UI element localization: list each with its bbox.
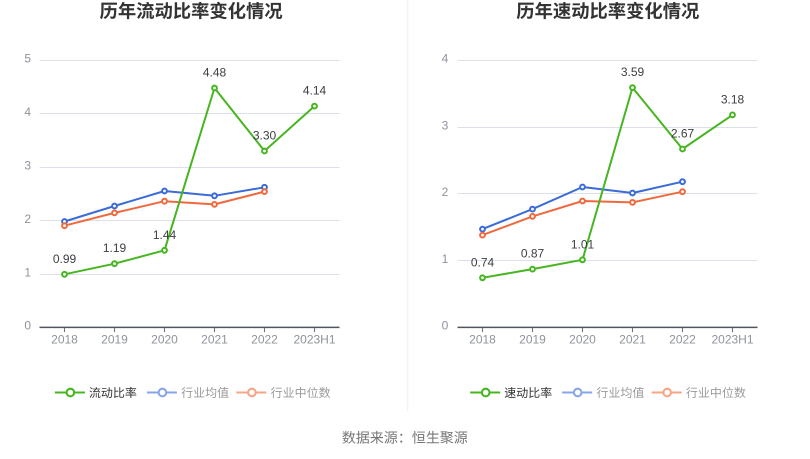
svg-text:3: 3 [442, 118, 449, 132]
svg-text:3.18: 3.18 [721, 92, 745, 106]
svg-text:2: 2 [442, 185, 449, 199]
svg-text:1.19: 1.19 [103, 241, 127, 255]
svg-text:2021: 2021 [619, 333, 646, 347]
svg-text:3: 3 [24, 159, 31, 173]
svg-text:2: 2 [24, 212, 31, 226]
svg-text:2019: 2019 [101, 333, 128, 347]
svg-text:3.59: 3.59 [621, 65, 645, 79]
svg-text:2019: 2019 [519, 333, 546, 347]
svg-text:2018: 2018 [51, 333, 78, 347]
svg-text:1: 1 [24, 265, 31, 279]
svg-text:2020: 2020 [151, 333, 178, 347]
svg-text:2021: 2021 [201, 333, 228, 347]
svg-text:0: 0 [24, 319, 31, 333]
svg-text:2022: 2022 [669, 333, 696, 347]
svg-text:4: 4 [24, 105, 31, 119]
svg-text:2018: 2018 [469, 333, 496, 347]
svg-text:3.30: 3.30 [253, 129, 277, 143]
svg-text:2020: 2020 [569, 333, 596, 347]
svg-text:0.74: 0.74 [471, 255, 495, 269]
svg-text:1: 1 [442, 252, 449, 266]
svg-text:1.01: 1.01 [571, 237, 595, 251]
svg-text:2.67: 2.67 [671, 127, 695, 141]
svg-text:4: 4 [442, 52, 449, 66]
svg-text:5: 5 [24, 52, 31, 66]
svg-text:0.99: 0.99 [53, 252, 77, 266]
svg-text:1.44: 1.44 [153, 228, 177, 242]
svg-text:4.14: 4.14 [303, 84, 327, 98]
svg-text:2022: 2022 [251, 333, 278, 347]
svg-text:0.87: 0.87 [521, 247, 545, 261]
svg-text:4.48: 4.48 [203, 66, 227, 80]
svg-text:2023H1: 2023H1 [711, 333, 753, 347]
svg-text:0: 0 [442, 319, 449, 333]
svg-text:2023H1: 2023H1 [293, 333, 335, 347]
